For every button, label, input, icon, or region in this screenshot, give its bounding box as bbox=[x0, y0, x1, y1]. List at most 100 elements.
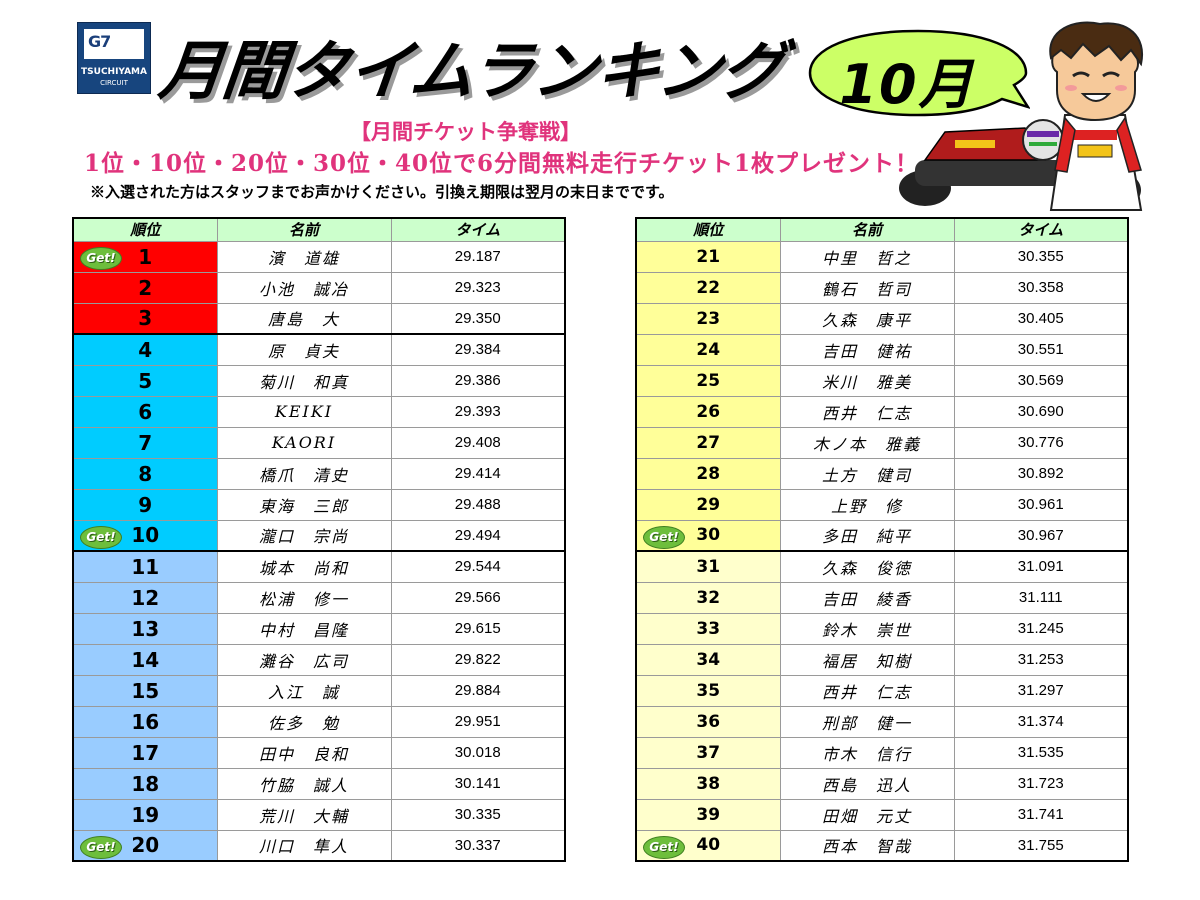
table-row: 28 土方 健司 30.892 bbox=[635, 457, 1129, 490]
rank-number: 24 bbox=[696, 339, 721, 360]
driver-name: 久森 康平 bbox=[779, 302, 955, 335]
table-row: 25 米川 雅美 30.569 bbox=[635, 364, 1129, 397]
lap-time: 29.384 bbox=[390, 333, 566, 366]
prize-text: 1位・10位・20位・30位・40位で6分間無料走行チケット1枚プレゼント！ bbox=[84, 150, 920, 177]
table-row: 21 中里 哲之 30.355 bbox=[635, 240, 1129, 273]
lap-time: 30.141 bbox=[390, 767, 566, 800]
rank-number: 32 bbox=[696, 587, 721, 608]
driver-name: 田畑 元丈 bbox=[779, 798, 955, 831]
table-row: 31 久森 俊徳 31.091 bbox=[635, 550, 1129, 583]
table-row: Get! 30 多田 純平 30.967 bbox=[635, 519, 1129, 552]
rank-cell: 15 bbox=[72, 674, 218, 707]
rank-cell: 8 bbox=[72, 457, 218, 490]
rank-number: 1 bbox=[138, 244, 153, 269]
driver-name: 城本 尚和 bbox=[216, 550, 392, 583]
rank-number: 12 bbox=[131, 585, 160, 610]
driver-name: 多田 純平 bbox=[779, 519, 955, 552]
lap-time: 29.951 bbox=[390, 705, 566, 738]
driver-name: 川口 隼人 bbox=[216, 829, 392, 862]
rank-number: 8 bbox=[138, 461, 153, 486]
rank-cell: 6 bbox=[72, 395, 218, 428]
driver-name: 小池 誠冶 bbox=[216, 271, 392, 304]
driver-name: 竹脇 誠人 bbox=[216, 767, 392, 800]
rank-cell: Get! 10 bbox=[72, 519, 218, 552]
get-badge-icon: Get! bbox=[643, 525, 685, 549]
rank-cell: 27 bbox=[635, 426, 781, 459]
rank-number: 40 bbox=[696, 835, 721, 856]
lap-time: 31.245 bbox=[953, 612, 1129, 645]
lap-time: 31.741 bbox=[953, 798, 1129, 831]
lap-time: 30.337 bbox=[390, 829, 566, 862]
rank-number: 3 bbox=[138, 306, 153, 331]
table-row: 26 西井 仁志 30.690 bbox=[635, 395, 1129, 428]
rank-number: 35 bbox=[696, 680, 721, 701]
driver-name: 木ノ本 雅義 bbox=[779, 426, 955, 459]
rank-number: 13 bbox=[131, 616, 160, 641]
driver-name: 田中 良和 bbox=[216, 736, 392, 769]
lap-time: 29.822 bbox=[390, 643, 566, 676]
rank-number: 37 bbox=[696, 742, 721, 763]
rank-cell: 9 bbox=[72, 488, 218, 521]
table-row: 3 唐島 大 29.350 bbox=[72, 302, 566, 335]
lap-time: 29.323 bbox=[390, 271, 566, 304]
table-row: 16 佐多 勉 29.951 bbox=[72, 705, 566, 738]
driver-name: 灘谷 広司 bbox=[216, 643, 392, 676]
lap-time: 29.393 bbox=[390, 395, 566, 428]
table-row: 15 入江 誠 29.884 bbox=[72, 674, 566, 707]
ranking-table-1-20: 順位 名前 タイム Get! 1 濱 道雄 29.187 2 小池 誠冶 29.323 3 唐島… bbox=[72, 217, 566, 862]
driver-name: 中里 哲之 bbox=[779, 240, 955, 273]
driver-name: 土方 健司 bbox=[779, 457, 955, 490]
lap-time: 31.253 bbox=[953, 643, 1129, 676]
rank-number: 9 bbox=[138, 492, 153, 517]
lap-time: 29.386 bbox=[390, 364, 566, 397]
column-header-name: 名前 bbox=[216, 217, 392, 242]
table-row: 12 松浦 修一 29.566 bbox=[72, 581, 566, 614]
rank-cell: 28 bbox=[635, 457, 781, 490]
lap-time: 31.297 bbox=[953, 674, 1129, 707]
circuit-logo: G7 TSUCHIYAMA CIRCUIT bbox=[77, 22, 151, 94]
driver-name: 米川 雅美 bbox=[779, 364, 955, 397]
ranking-rows-left: Get! 1 濱 道雄 29.187 2 小池 誠冶 29.323 3 唐島 大 29.350 4 原… bbox=[72, 240, 566, 862]
table-row: 33 鈴木 崇世 31.245 bbox=[635, 612, 1129, 645]
table-row: 37 市木 信行 31.535 bbox=[635, 736, 1129, 769]
rank-cell: 14 bbox=[72, 643, 218, 676]
rank-cell: 23 bbox=[635, 302, 781, 335]
rank-number: 34 bbox=[696, 649, 721, 670]
note-text: ※入選された方はスタッフまでお声かけください。引換え期限は翌月の末日までです。 bbox=[90, 183, 674, 201]
driver-name: 鶴石 哲司 bbox=[779, 271, 955, 304]
column-header-time: タイム bbox=[390, 217, 566, 242]
rank-number: 2 bbox=[138, 275, 153, 300]
rank-number: 19 bbox=[131, 802, 160, 827]
get-badge-icon: Get! bbox=[80, 246, 122, 270]
table-row: 6 KEIKI 29.393 bbox=[72, 395, 566, 428]
table-row: 18 竹脇 誠人 30.141 bbox=[72, 767, 566, 800]
driver-name: 原 貞夫 bbox=[216, 333, 392, 366]
rank-cell: 5 bbox=[72, 364, 218, 397]
driver-name: 刑部 健一 bbox=[779, 705, 955, 738]
lap-time: 31.535 bbox=[953, 736, 1129, 769]
table-row: 17 田中 良和 30.018 bbox=[72, 736, 566, 769]
lap-time: 31.091 bbox=[953, 550, 1129, 583]
driver-mascot-illustration bbox=[899, 21, 1144, 211]
rank-number: 11 bbox=[131, 554, 160, 579]
rank-cell: 2 bbox=[72, 271, 218, 304]
lap-time: 30.405 bbox=[953, 302, 1129, 335]
lap-time: 30.018 bbox=[390, 736, 566, 769]
rank-number: 18 bbox=[131, 771, 160, 796]
driver-name: 中村 昌隆 bbox=[216, 612, 392, 645]
rank-cell: 25 bbox=[635, 364, 781, 397]
table-row: 9 東海 三郎 29.488 bbox=[72, 488, 566, 521]
lap-time: 29.350 bbox=[390, 302, 566, 335]
table-row: Get! 40 西本 智哉 31.755 bbox=[635, 829, 1129, 862]
rank-cell: Get! 40 bbox=[635, 829, 781, 862]
lap-time: 30.776 bbox=[953, 426, 1129, 459]
lap-time: 29.884 bbox=[390, 674, 566, 707]
lap-time: 29.408 bbox=[390, 426, 566, 459]
rank-cell: 17 bbox=[72, 736, 218, 769]
driver-name: 西井 仁志 bbox=[779, 395, 955, 428]
rank-cell: 26 bbox=[635, 395, 781, 428]
rank-number: 36 bbox=[696, 711, 721, 732]
lap-time: 30.355 bbox=[953, 240, 1129, 273]
table-header-row: 順位 名前 タイム bbox=[635, 217, 1129, 242]
lap-time: 31.111 bbox=[953, 581, 1129, 614]
